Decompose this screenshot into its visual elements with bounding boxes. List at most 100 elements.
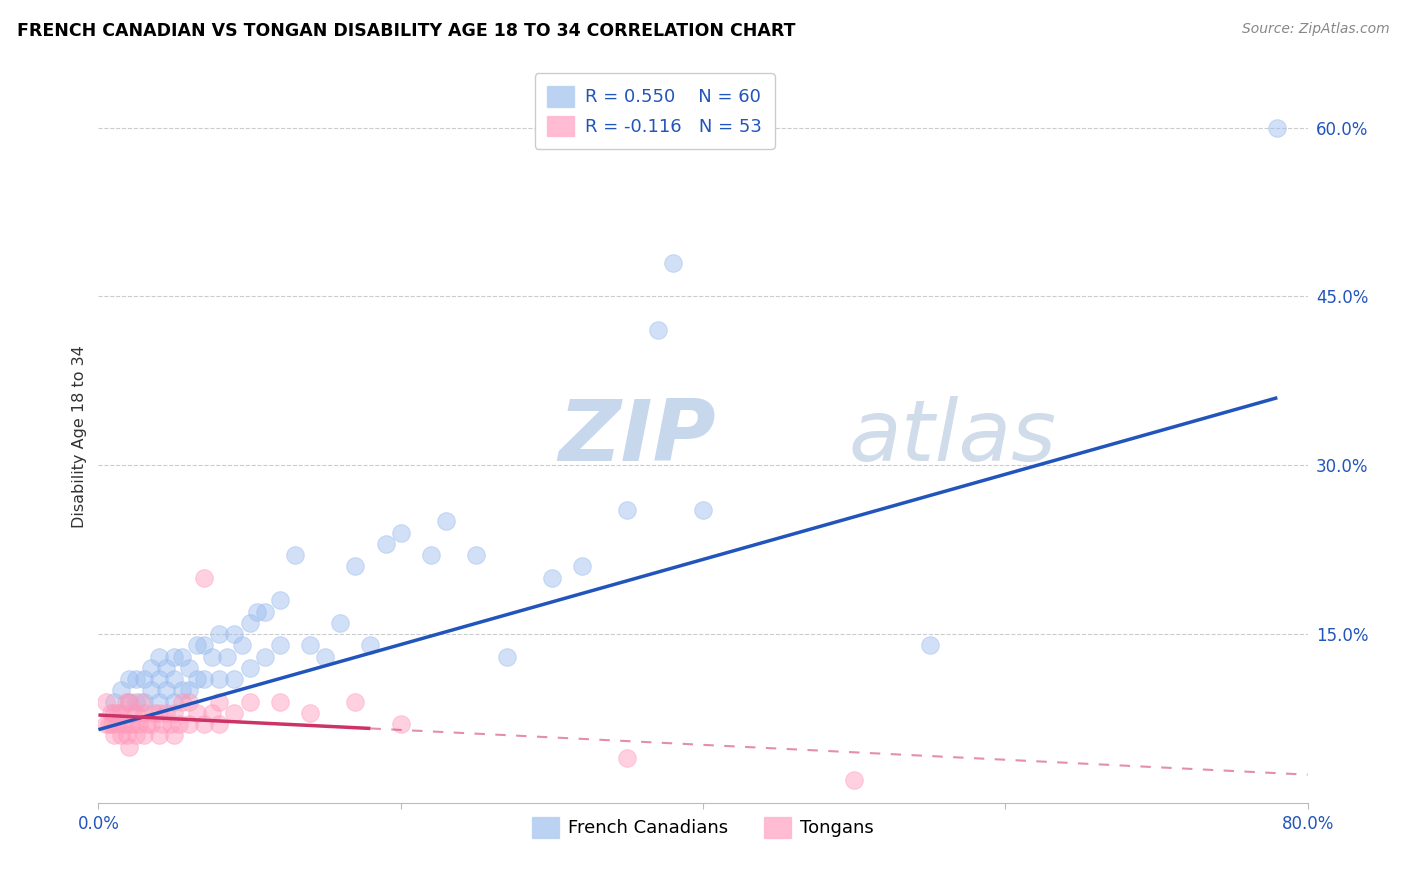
- Point: [110, 728, 132, 742]
- Point: [163, 649, 186, 664]
- Y-axis label: Disability Age 18 to 34: Disability Age 18 to 34: [72, 346, 87, 528]
- Point: [163, 706, 186, 720]
- Point: [208, 694, 231, 708]
- Point: [253, 605, 276, 619]
- Text: ZIP: ZIP: [558, 395, 716, 479]
- Point: [434, 515, 457, 529]
- Point: [163, 694, 186, 708]
- Point: [118, 717, 141, 731]
- Point: [132, 672, 155, 686]
- Point: [193, 571, 215, 585]
- Point: [179, 717, 201, 731]
- Point: [141, 683, 163, 698]
- Point: [110, 683, 132, 698]
- Point: [179, 683, 201, 698]
- Point: [170, 649, 193, 664]
- Point: [918, 638, 941, 652]
- Point: [122, 706, 145, 720]
- Point: [141, 661, 163, 675]
- Point: [186, 706, 208, 720]
- Point: [148, 706, 170, 720]
- Point: [239, 615, 262, 630]
- Point: [167, 717, 190, 731]
- Point: [100, 706, 122, 720]
- Point: [118, 694, 141, 708]
- Legend: French Canadians, Tongans: French Canadians, Tongans: [524, 810, 882, 845]
- Point: [98, 717, 121, 731]
- Point: [329, 615, 352, 630]
- Point: [495, 649, 517, 664]
- Point: [215, 649, 238, 664]
- Point: [299, 638, 322, 652]
- Point: [129, 694, 152, 708]
- Point: [103, 728, 125, 742]
- Point: [647, 323, 669, 337]
- Point: [208, 717, 231, 731]
- Point: [465, 548, 488, 562]
- Point: [193, 638, 215, 652]
- Point: [125, 728, 148, 742]
- Point: [314, 649, 336, 664]
- Point: [125, 694, 148, 708]
- Point: [125, 672, 148, 686]
- Point: [118, 739, 141, 754]
- Point: [269, 694, 291, 708]
- Point: [155, 683, 177, 698]
- Point: [224, 627, 246, 641]
- Point: [179, 661, 201, 675]
- Point: [193, 672, 215, 686]
- Point: [170, 694, 193, 708]
- Point: [661, 255, 683, 269]
- Point: [148, 694, 170, 708]
- Point: [94, 717, 117, 731]
- Point: [110, 706, 132, 720]
- Point: [94, 694, 117, 708]
- Point: [107, 706, 129, 720]
- Point: [115, 728, 138, 742]
- Point: [121, 717, 143, 731]
- Point: [239, 694, 262, 708]
- Point: [132, 706, 155, 720]
- Point: [148, 728, 170, 742]
- Point: [208, 672, 231, 686]
- Point: [186, 672, 208, 686]
- Point: [692, 503, 714, 517]
- Point: [132, 728, 155, 742]
- Point: [389, 717, 412, 731]
- Point: [246, 605, 269, 619]
- Point: [299, 706, 322, 720]
- Point: [179, 694, 201, 708]
- Point: [269, 638, 291, 652]
- Point: [118, 672, 141, 686]
- Point: [616, 503, 638, 517]
- Point: [112, 717, 135, 731]
- Point: [135, 717, 157, 731]
- Point: [540, 571, 562, 585]
- Point: [114, 694, 136, 708]
- Point: [269, 593, 291, 607]
- Point: [155, 661, 177, 675]
- Point: [224, 706, 246, 720]
- Point: [193, 717, 215, 731]
- Point: [125, 706, 148, 720]
- Point: [253, 649, 276, 664]
- Text: atlas: atlas: [848, 395, 1056, 479]
- Point: [344, 694, 367, 708]
- Point: [163, 728, 186, 742]
- Point: [208, 627, 231, 641]
- Point: [148, 649, 170, 664]
- Point: [284, 548, 307, 562]
- Point: [141, 717, 163, 731]
- Point: [389, 525, 412, 540]
- Point: [132, 694, 155, 708]
- Point: [150, 717, 173, 731]
- Point: [160, 717, 183, 731]
- Point: [616, 751, 638, 765]
- Point: [201, 649, 224, 664]
- Point: [101, 717, 124, 731]
- Point: [103, 694, 125, 708]
- Point: [1267, 120, 1289, 135]
- Point: [201, 706, 224, 720]
- Point: [103, 706, 125, 720]
- Point: [360, 638, 382, 652]
